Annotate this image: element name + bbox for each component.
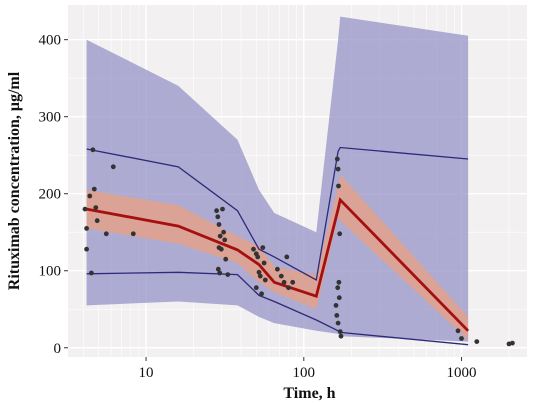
- observed-point: [225, 272, 231, 277]
- observed-point: [251, 246, 256, 252]
- observed-point: [333, 303, 339, 308]
- observed-point: [215, 214, 221, 220]
- observed-point: [261, 260, 267, 266]
- observed-point: [260, 245, 266, 251]
- observed-point: [337, 231, 343, 237]
- observed-point: [218, 246, 224, 252]
- axes: 0 100 200 300 400 10 100 1000 Time, h Rituximab c…: [6, 33, 477, 402]
- x-tick-label: 100: [293, 365, 316, 381]
- observed-point: [474, 339, 480, 344]
- observed-point: [87, 193, 93, 199]
- x-tick-label: 10: [139, 365, 154, 381]
- y-tick-label: 200: [39, 187, 62, 203]
- observed-point: [257, 273, 263, 279]
- y-tick-label: 300: [39, 110, 62, 126]
- observed-point: [334, 156, 340, 162]
- inner-prediction-band: [86, 174, 469, 341]
- series-median-line: [86, 197, 470, 332]
- x-tick-label: 1000: [447, 365, 477, 381]
- observed-point: [220, 206, 225, 212]
- observed-point: [338, 333, 344, 339]
- observed-point: [214, 208, 220, 214]
- observed-point: [336, 279, 342, 285]
- observed-point: [510, 340, 515, 346]
- observed-point: [110, 164, 116, 170]
- x-axis-title: Time, h: [283, 385, 335, 402]
- observed-point: [84, 226, 89, 231]
- observed-point: [334, 313, 340, 318]
- observed-point: [130, 231, 136, 237]
- observed-point: [337, 329, 343, 334]
- observed-point: [255, 254, 261, 260]
- observed-point: [90, 147, 96, 153]
- y-tick-label: 0: [54, 341, 62, 357]
- observed-point: [459, 336, 464, 341]
- plot-area: [68, 5, 527, 357]
- observed-point: [91, 186, 97, 192]
- y-axis-title: Rituximab concentration, μg/ml: [6, 71, 23, 290]
- observed-point: [336, 183, 341, 189]
- observed-point: [215, 266, 221, 272]
- observed-point: [217, 270, 223, 276]
- observed-point: [217, 233, 223, 239]
- observed-point: [284, 254, 290, 260]
- observed-point: [94, 218, 100, 224]
- observed-point: [253, 285, 259, 291]
- observed-point: [84, 246, 89, 252]
- outer-prediction-band: [86, 16, 469, 342]
- y-tick-label: 100: [39, 264, 62, 280]
- observed-point: [259, 291, 264, 297]
- observed-point: [278, 273, 284, 279]
- y-tick-label: 400: [39, 33, 62, 49]
- observed-point: [335, 285, 341, 291]
- observed-point: [455, 328, 461, 334]
- observed-point: [290, 279, 296, 285]
- observed-point: [281, 279, 287, 285]
- observed-point: [103, 231, 109, 237]
- observed-point: [223, 256, 229, 262]
- observed-point: [336, 295, 342, 301]
- series-upper-line: [86, 146, 469, 282]
- observed-point: [89, 270, 94, 276]
- observed-point: [275, 266, 280, 272]
- observed-point: [286, 285, 291, 291]
- observed-point: [335, 320, 341, 326]
- observed-point: [222, 237, 228, 243]
- observed-point: [335, 166, 341, 172]
- observed-point: [93, 205, 99, 211]
- observed-point: [221, 229, 227, 235]
- observed-point: [256, 269, 262, 275]
- observed-point: [262, 277, 268, 283]
- observed-point: [82, 206, 88, 212]
- observed-point: [216, 222, 222, 227]
